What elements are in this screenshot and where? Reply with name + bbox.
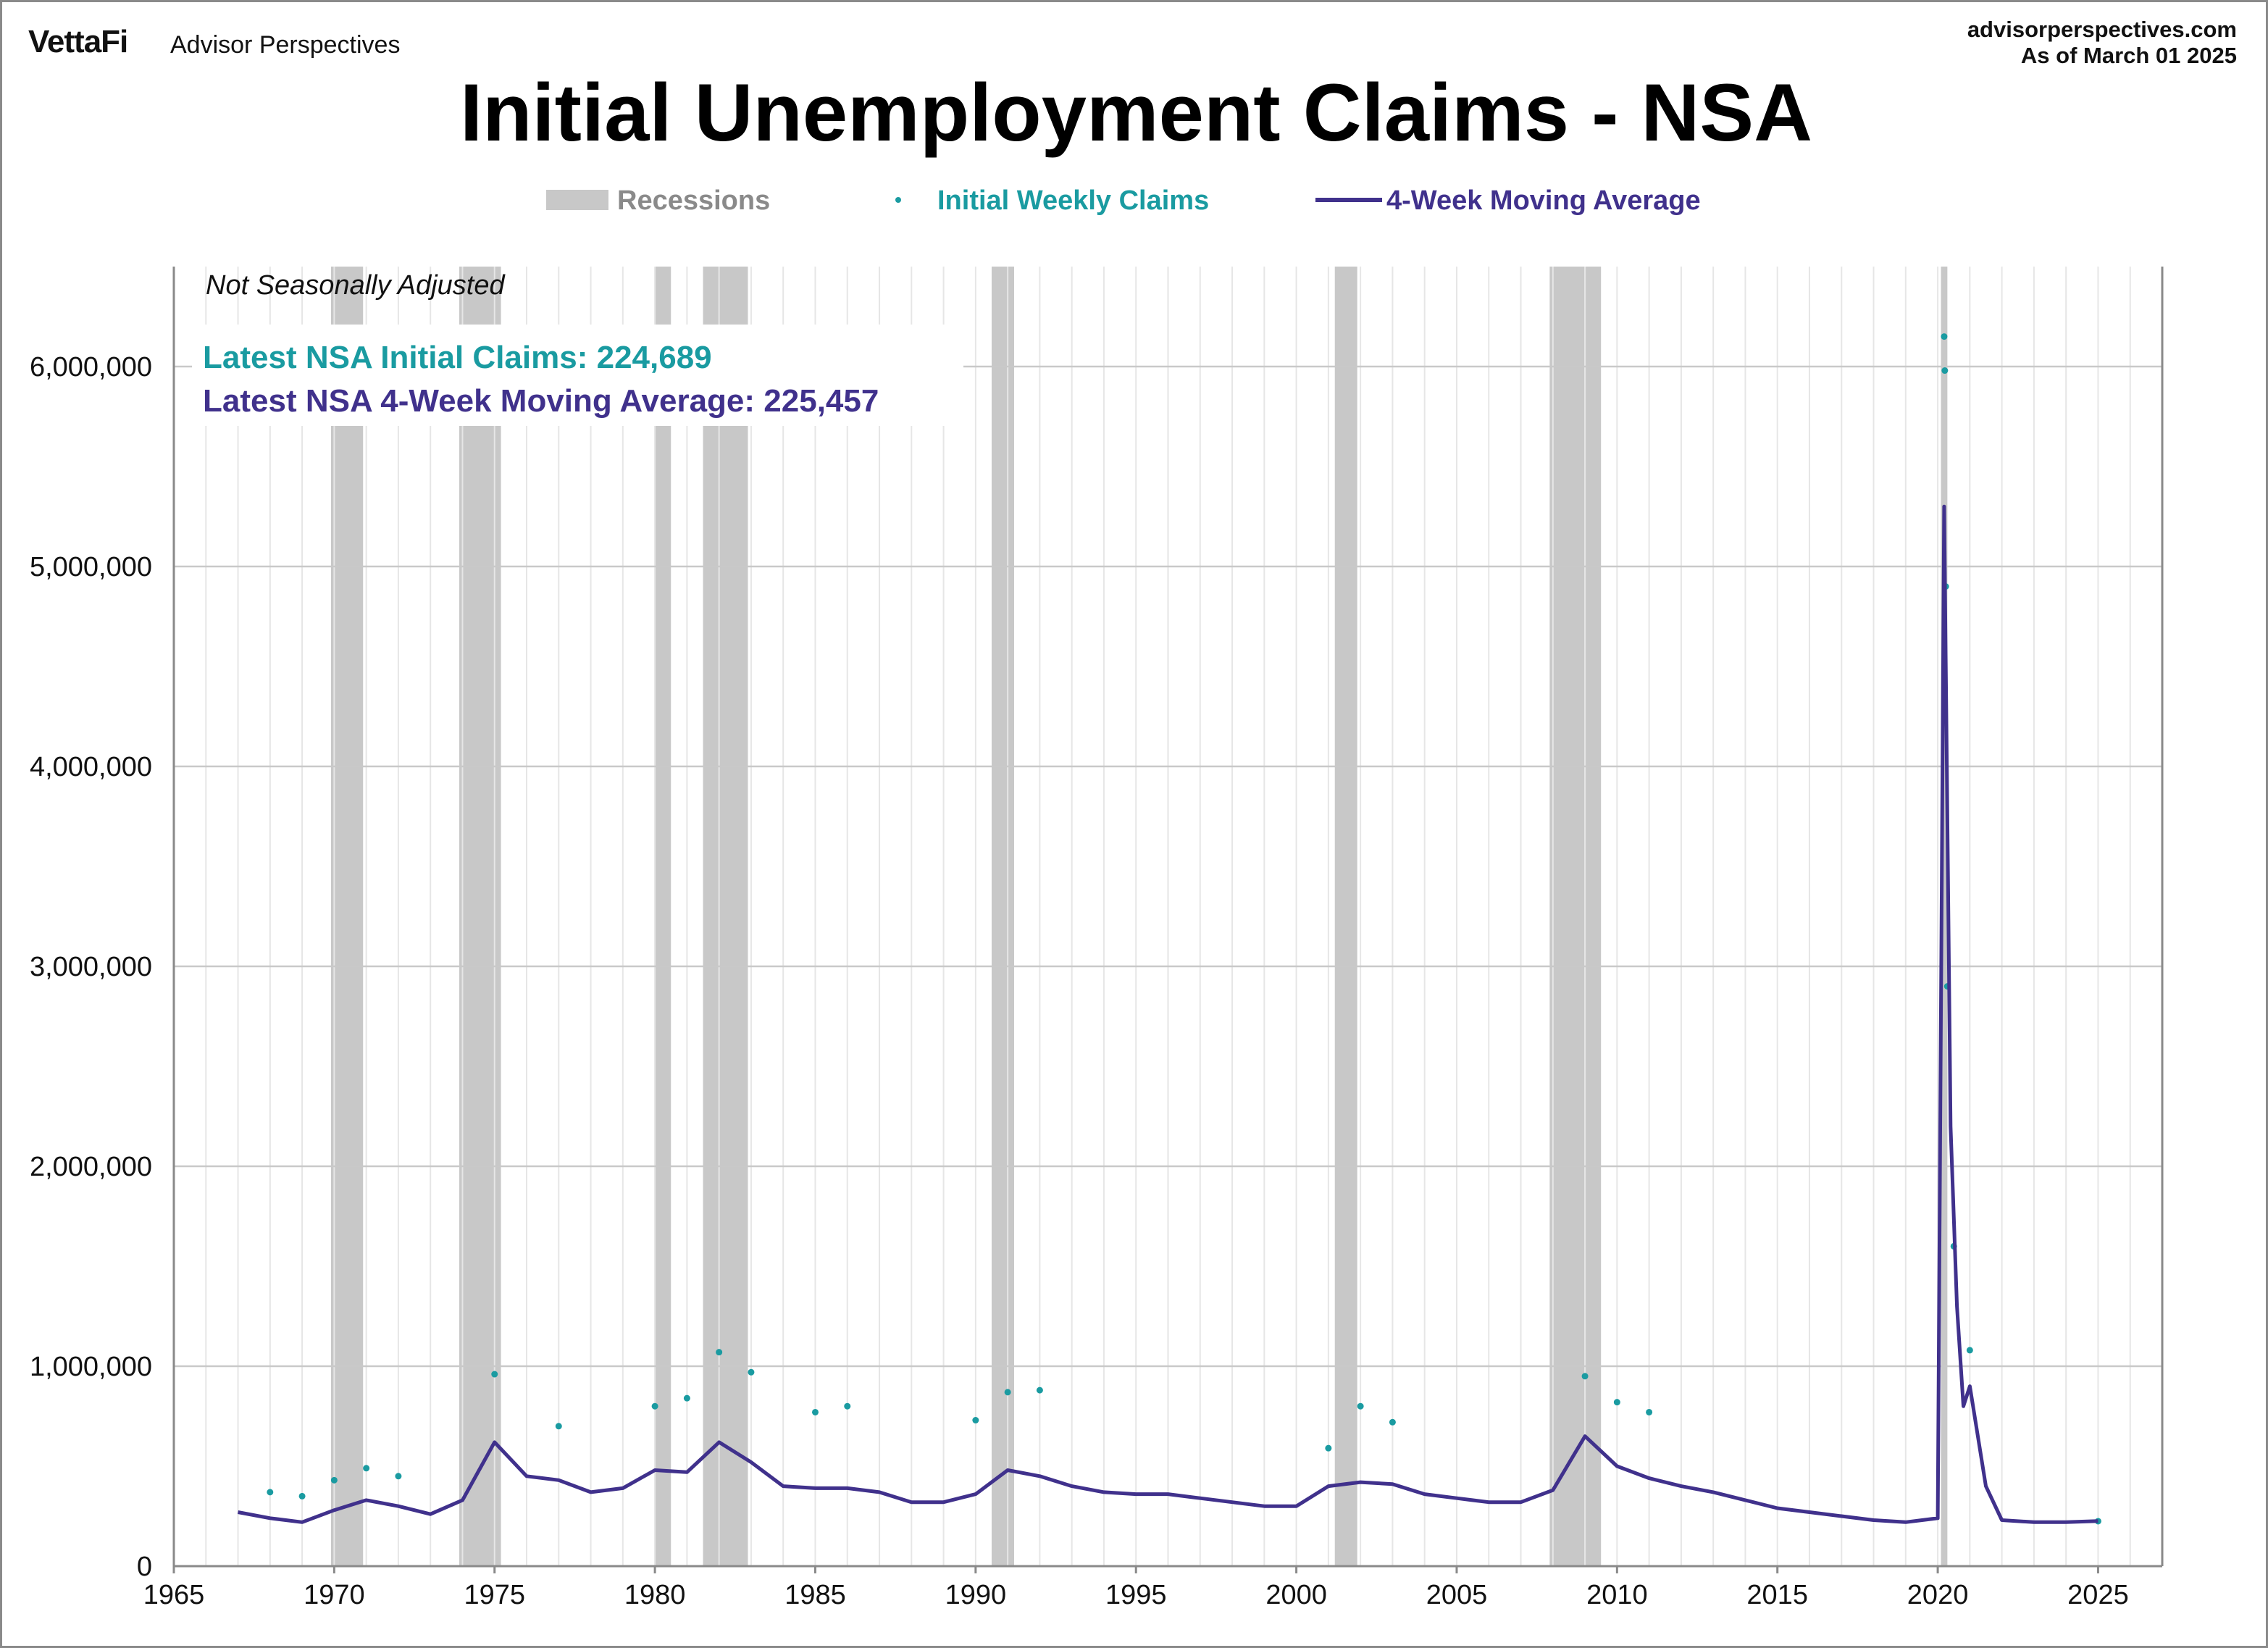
claims-point [298, 1492, 306, 1499]
x-tick-label: 2015 [1746, 1580, 1808, 1610]
claims-point [1357, 1402, 1364, 1410]
recession-band [703, 267, 748, 1566]
brand-name: Advisor Perspectives [170, 31, 401, 59]
moving-average-line [238, 504, 2098, 1524]
x-tick-label: 1970 [304, 1580, 365, 1610]
claims-point [395, 1473, 402, 1480]
legend-moving-average: 4-Week Moving Average [1386, 185, 1701, 216]
x-tick-label: 2010 [1586, 1580, 1648, 1610]
recession-band [655, 267, 671, 1566]
recession-band [1941, 267, 1948, 1566]
claims-point [1325, 1444, 1332, 1452]
claims-point [972, 1417, 979, 1424]
latest-claims-label: Latest NSA Initial Claims: 224,689 [203, 340, 712, 375]
claims-point [811, 1408, 819, 1415]
claims-point [651, 1402, 658, 1410]
not-seasonally-adjusted-note: Not Seasonally Adjusted [206, 270, 506, 301]
claims-point [716, 1349, 723, 1356]
as-of-date: As of March 01 2025 [2020, 43, 2237, 68]
annotation-box [192, 325, 963, 426]
x-tick-label: 1990 [945, 1580, 1007, 1610]
y-tick-label: 3,000,000 [30, 952, 152, 982]
legend-claims: Initial Weekly Claims [937, 185, 1209, 216]
x-tick-label: 1995 [1105, 1580, 1167, 1610]
x-tick-label: 2025 [2067, 1580, 2129, 1610]
legend-claims-marker [895, 197, 901, 203]
vettafi-logo: VettaFi [28, 24, 128, 59]
y-tick-label: 1,000,000 [30, 1352, 152, 1382]
claims-point [1941, 367, 1949, 375]
y-tick-label: 2,000,000 [30, 1152, 152, 1182]
claims-point [491, 1371, 498, 1378]
claims-point [748, 1368, 755, 1376]
source-block: advisorperspectives.com As of March 01 2… [1967, 17, 2237, 69]
y-tick-label: 0 [137, 1552, 152, 1582]
axes [172, 267, 2164, 1568]
recession-band [330, 267, 364, 1566]
claims-point [683, 1394, 690, 1402]
y-tick-labels: 0 1,000,000 2,000,000 3,000,000 4,000,000 5,0… [30, 352, 152, 1582]
claims-point [1966, 1347, 1973, 1354]
x-tick-label: 1980 [624, 1580, 686, 1610]
claims-point [1004, 1389, 1011, 1396]
y-tick-label: 5,000,000 [30, 552, 152, 582]
recession-band [991, 267, 1014, 1566]
y-tick-label: 6,000,000 [30, 352, 152, 382]
x-tick-label: 1965 [143, 1580, 205, 1610]
claims-point [1646, 1408, 1653, 1415]
claims-point [1581, 1373, 1589, 1380]
claims-dots [267, 333, 2101, 1525]
x-tick-label: 2020 [1907, 1580, 1969, 1610]
x-tick-label: 1975 [464, 1580, 525, 1610]
recession-band [1334, 267, 1357, 1566]
claims-point [1613, 1399, 1620, 1406]
legend-recessions: Recessions [617, 185, 770, 216]
y-tick-label: 4,000,000 [30, 752, 152, 782]
legend-recession-swatch [546, 190, 608, 210]
claims-point [1941, 333, 1948, 340]
claims-point [267, 1489, 274, 1496]
claims-point [1389, 1418, 1396, 1426]
claims-point [363, 1465, 370, 1472]
latest-ma-label: Latest NSA 4-Week Moving Average: 225,45… [203, 383, 879, 419]
recession-band [1549, 267, 1602, 1566]
claims-point [330, 1476, 338, 1484]
claims-point [555, 1423, 562, 1430]
x-tick-label: 2005 [1426, 1580, 1488, 1610]
annotation-background [192, 325, 963, 426]
source-site: advisorperspectives.com [1967, 17, 2237, 42]
recession-bands [330, 267, 1948, 1566]
x-tick-label: 1985 [784, 1580, 846, 1610]
claims-point [1036, 1386, 1043, 1394]
chart-title: Initial Unemployment Claims - NSA [460, 67, 1812, 158]
legend: Recessions Initial Weekly Claims 4-Week … [546, 185, 1701, 216]
x-tick-labels: 1965 1970 1975 1980 1985 1990 1995 2000 2005 2010… [143, 1566, 2129, 1610]
x-tick-label: 2000 [1265, 1580, 1327, 1610]
claims-point [844, 1402, 851, 1410]
